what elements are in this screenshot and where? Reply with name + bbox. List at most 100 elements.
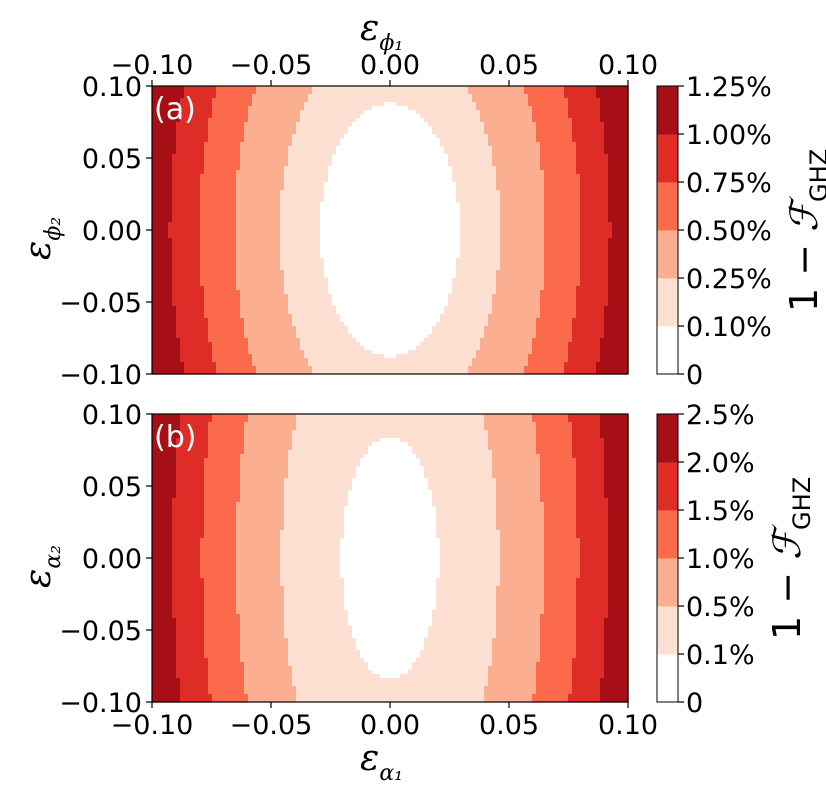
contour-cell — [556, 138, 561, 143]
contour-cell — [152, 86, 157, 91]
contour-cell — [528, 210, 533, 215]
contour-cell — [424, 122, 429, 127]
contour-cell — [564, 114, 569, 119]
contour-cell — [532, 146, 537, 151]
contour-cell — [316, 238, 321, 243]
contour-cell — [276, 146, 281, 151]
contour-cell — [352, 94, 357, 99]
contour-cell — [364, 154, 369, 159]
contour-cell — [376, 146, 381, 151]
contour-cell — [432, 86, 437, 91]
contour-cell — [592, 222, 597, 227]
contour-cell — [580, 218, 585, 223]
contour-cell — [508, 194, 513, 199]
contour-cell — [168, 142, 173, 147]
contour-cell — [352, 206, 357, 211]
contour-cell — [252, 170, 257, 175]
contour-cell — [400, 174, 405, 179]
contour-cell — [592, 178, 597, 183]
contour-cell — [476, 222, 481, 227]
contour-cell — [464, 182, 469, 187]
contour-cell — [364, 178, 369, 183]
contour-cell — [344, 198, 349, 203]
contour-cell — [540, 130, 545, 135]
contour-cell — [584, 218, 589, 223]
contour-cell — [256, 234, 261, 239]
contour-cell — [312, 130, 317, 135]
contour-cell — [624, 178, 629, 183]
contour-cell — [568, 106, 573, 111]
contour-cell — [460, 206, 465, 211]
contour-cell — [460, 190, 465, 195]
contour-cell — [256, 138, 261, 143]
contour-cell — [212, 162, 217, 167]
contour-cell — [200, 218, 205, 223]
contour-cell — [420, 126, 425, 131]
contour-cell — [508, 142, 513, 147]
contour-cell — [588, 250, 593, 255]
contour-cell — [524, 190, 529, 195]
contour-cell — [532, 134, 537, 139]
contour-cell — [444, 182, 449, 187]
contour-cell — [168, 130, 173, 135]
contour-cell — [568, 246, 573, 251]
contour-cell — [464, 238, 469, 243]
contour-cell — [460, 242, 465, 247]
contour-cell — [524, 174, 529, 179]
contour-cell — [600, 222, 605, 227]
contour-cell — [280, 182, 285, 187]
contour-cell — [540, 134, 545, 139]
contour-cell — [508, 150, 513, 155]
contour-cell — [216, 194, 221, 199]
contour-cell — [484, 118, 489, 123]
contour-cell — [492, 150, 497, 155]
contour-cell — [520, 198, 525, 203]
contour-cell — [316, 182, 321, 187]
contour-cell — [448, 154, 453, 159]
contour-cell — [592, 114, 597, 119]
contour-cell — [228, 202, 233, 207]
contour-cell — [304, 210, 309, 215]
contour-cell — [340, 162, 345, 167]
contour-cell — [624, 190, 629, 195]
contour-cell — [244, 222, 249, 227]
contour-cell — [484, 238, 489, 243]
contour-cell — [592, 142, 597, 147]
contour-cell — [416, 202, 421, 207]
contour-cell — [328, 214, 333, 219]
contour-cell — [228, 234, 233, 239]
contour-cell — [436, 222, 441, 227]
contour-cell — [284, 134, 289, 139]
contour-cell — [220, 182, 225, 187]
contour-cell — [356, 118, 361, 123]
contour-cell — [244, 118, 249, 123]
contour-cell — [596, 110, 601, 115]
contour-cell — [476, 210, 481, 215]
contour-cell — [296, 158, 301, 163]
contour-cell — [528, 94, 533, 99]
contour-cell — [596, 150, 601, 155]
contour-cell — [440, 146, 445, 151]
contour-cell — [596, 102, 601, 107]
contour-cell — [272, 182, 277, 187]
contour-cell — [416, 94, 421, 99]
contour-cell — [552, 86, 557, 91]
contour-cell — [556, 114, 561, 119]
contour-cell — [600, 94, 605, 99]
contour-cell — [292, 194, 297, 199]
contour-cell — [348, 138, 353, 143]
contour-cell — [544, 126, 549, 131]
contour-cell — [592, 102, 597, 107]
contour-cell — [196, 142, 201, 147]
contour-cell — [616, 206, 621, 211]
contour-cell — [168, 122, 173, 127]
contour-cell — [468, 250, 473, 255]
contour-cell — [296, 146, 301, 151]
contour-cell — [476, 146, 481, 151]
contour-cell — [344, 114, 349, 119]
contour-cell — [484, 134, 489, 139]
contour-cell — [284, 102, 289, 107]
contour-cell — [576, 210, 581, 215]
contour-cell — [608, 174, 613, 179]
contour-cell — [248, 202, 253, 207]
